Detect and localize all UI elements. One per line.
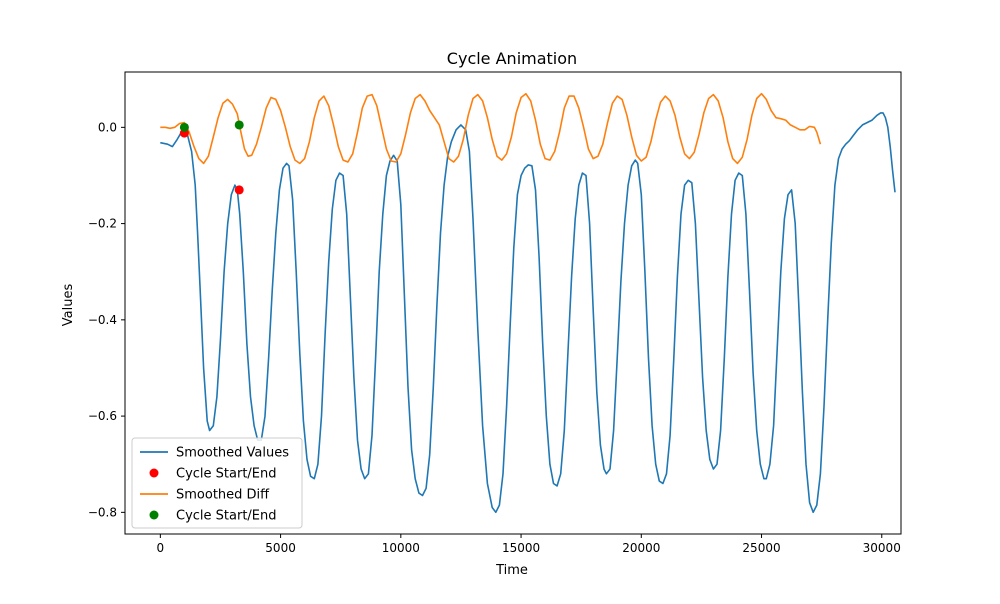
x-axis-label: Time — [495, 563, 528, 578]
x-tick-label: 0 — [157, 541, 165, 555]
x-axis: 0 5000 10000 15000 20000 25000 30000 — [157, 534, 901, 555]
x-tick-label: 5000 — [265, 541, 296, 555]
legend-swatch-marker — [149, 468, 159, 478]
y-tick-label: −0.6 — [88, 409, 117, 423]
x-tick-label: 20000 — [622, 541, 660, 555]
y-axis: 0.0 −0.2 −0.4 −0.6 −0.8 — [88, 120, 125, 519]
scatter-point-3-1 — [234, 120, 244, 130]
legend-entry-label: Cycle Start/End — [176, 467, 277, 482]
legend-box — [131, 437, 303, 529]
x-tick-label: 25000 — [742, 541, 780, 555]
x-tick-label: 15000 — [502, 541, 540, 555]
legend-entry-label: Smoothed Values — [176, 446, 289, 461]
legend-entry-label: Cycle Start/End — [176, 509, 277, 524]
legend-entry-label: Smoothed Diff — [176, 488, 270, 503]
y-axis-label: Values — [61, 284, 76, 327]
scatter-point-3-0 — [179, 122, 189, 132]
y-tick-label: 0.0 — [98, 120, 117, 134]
y-tick-label: −0.4 — [88, 313, 117, 327]
y-tick-label: −0.8 — [88, 505, 117, 519]
legend-swatch-marker — [149, 510, 159, 520]
chart-title: Cycle Animation — [447, 49, 577, 68]
y-tick-label: −0.2 — [88, 217, 117, 231]
x-tick-label: 10000 — [382, 541, 420, 555]
x-tick-label: 30000 — [863, 541, 901, 555]
legend: Smoothed Values Cycle Start/End Smoothed D… — [131, 437, 303, 529]
axes-frame — [124, 71, 902, 535]
plot-area — [124, 71, 902, 535]
series-line-2 — [160, 92, 822, 165]
series-line-0 — [160, 112, 896, 514]
scatter-point-1-1 — [234, 185, 244, 195]
